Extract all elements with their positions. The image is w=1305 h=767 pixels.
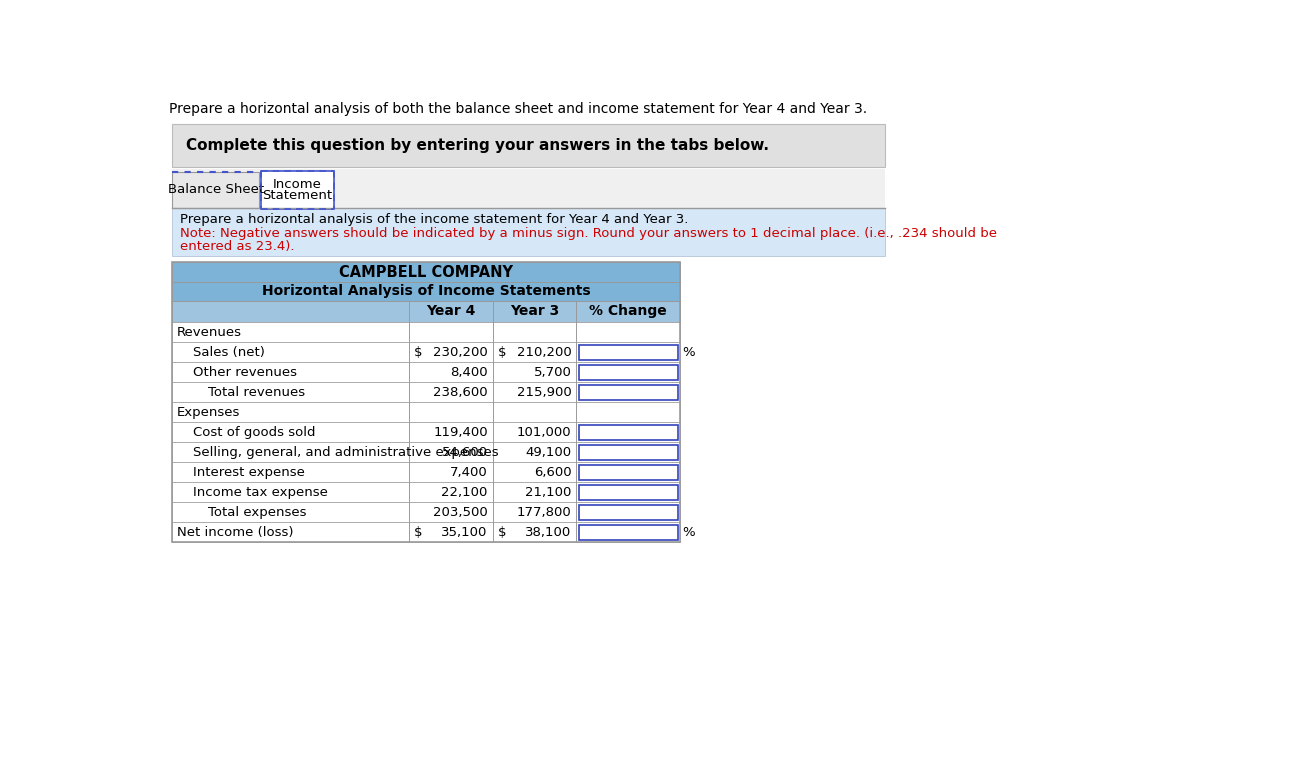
Text: 215,900: 215,900 xyxy=(517,386,572,399)
Bar xyxy=(172,262,680,542)
Bar xyxy=(172,443,680,463)
Text: %: % xyxy=(683,526,696,539)
Text: Income tax expense: Income tax expense xyxy=(193,486,328,499)
Text: Year 3: Year 3 xyxy=(510,304,559,318)
Text: $: $ xyxy=(414,526,423,539)
Text: $: $ xyxy=(499,346,506,359)
Text: Total revenues: Total revenues xyxy=(207,386,305,399)
Bar xyxy=(172,282,680,301)
Bar xyxy=(261,170,334,209)
Text: Sales (net): Sales (net) xyxy=(193,346,265,359)
Text: 54,600: 54,600 xyxy=(441,446,488,459)
Bar xyxy=(172,172,260,208)
Text: Income: Income xyxy=(273,178,322,191)
Text: 49,100: 49,100 xyxy=(526,446,572,459)
Text: $: $ xyxy=(499,526,506,539)
Text: Net income (loss): Net income (loss) xyxy=(177,526,294,539)
Text: 8,400: 8,400 xyxy=(450,366,488,379)
Text: Prepare a horizontal analysis of both the balance sheet and income statement for: Prepare a horizontal analysis of both th… xyxy=(170,102,868,116)
Text: 21,100: 21,100 xyxy=(525,486,572,499)
Bar xyxy=(578,344,677,360)
Bar xyxy=(172,502,680,522)
Bar xyxy=(578,364,677,380)
Text: Balance Sheet: Balance Sheet xyxy=(168,183,264,196)
Text: 6,600: 6,600 xyxy=(534,466,572,479)
Text: 22,100: 22,100 xyxy=(441,486,488,499)
Bar xyxy=(578,425,677,440)
Bar xyxy=(172,463,680,482)
Bar xyxy=(172,423,680,443)
Text: 203,500: 203,500 xyxy=(433,506,488,519)
Text: %: % xyxy=(683,346,696,359)
Bar xyxy=(172,322,680,342)
Bar xyxy=(172,209,885,256)
Text: Interest expense: Interest expense xyxy=(193,466,304,479)
Text: CAMPBELL COMPANY: CAMPBELL COMPANY xyxy=(339,265,513,280)
Text: % Change: % Change xyxy=(590,304,667,318)
Text: 35,100: 35,100 xyxy=(441,526,488,539)
Text: Other revenues: Other revenues xyxy=(193,366,296,379)
Bar xyxy=(172,124,885,166)
Bar xyxy=(172,342,680,362)
Text: 101,000: 101,000 xyxy=(517,426,572,439)
Bar xyxy=(172,262,680,282)
Text: 7,400: 7,400 xyxy=(450,466,488,479)
Text: 38,100: 38,100 xyxy=(526,526,572,539)
Bar xyxy=(172,382,680,403)
Bar xyxy=(172,301,680,322)
Bar xyxy=(172,522,680,542)
Bar xyxy=(172,169,885,208)
Text: Selling, general, and administrative expenses: Selling, general, and administrative exp… xyxy=(193,446,499,459)
Text: Horizontal Analysis of Income Statements: Horizontal Analysis of Income Statements xyxy=(262,285,591,298)
Bar xyxy=(578,445,677,460)
Text: 119,400: 119,400 xyxy=(433,426,488,439)
Text: Total expenses: Total expenses xyxy=(207,506,307,519)
Bar xyxy=(172,482,680,502)
Text: Prepare a horizontal analysis of the income statement for Year 4 and Year 3.: Prepare a horizontal analysis of the inc… xyxy=(180,212,689,225)
Bar xyxy=(172,362,680,382)
Text: entered as 23.4).: entered as 23.4). xyxy=(180,240,295,253)
Bar xyxy=(578,525,677,540)
Text: Revenues: Revenues xyxy=(177,326,241,339)
Text: Year 4: Year 4 xyxy=(425,304,475,318)
Bar xyxy=(578,505,677,520)
Text: 230,200: 230,200 xyxy=(433,346,488,359)
Text: 5,700: 5,700 xyxy=(534,366,572,379)
Text: Statement: Statement xyxy=(262,189,333,202)
Text: Note: Negative answers should be indicated by a minus sign. Round your answers t: Note: Negative answers should be indicat… xyxy=(180,227,997,240)
Text: $: $ xyxy=(414,346,423,359)
Bar xyxy=(578,465,677,480)
Bar xyxy=(578,485,677,500)
Bar xyxy=(578,384,677,400)
Text: 210,200: 210,200 xyxy=(517,346,572,359)
Text: Cost of goods sold: Cost of goods sold xyxy=(193,426,315,439)
Text: Expenses: Expenses xyxy=(177,406,240,419)
Text: Complete this question by entering your answers in the tabs below.: Complete this question by entering your … xyxy=(187,138,770,153)
Text: 238,600: 238,600 xyxy=(433,386,488,399)
Bar xyxy=(172,403,680,423)
Text: 177,800: 177,800 xyxy=(517,506,572,519)
